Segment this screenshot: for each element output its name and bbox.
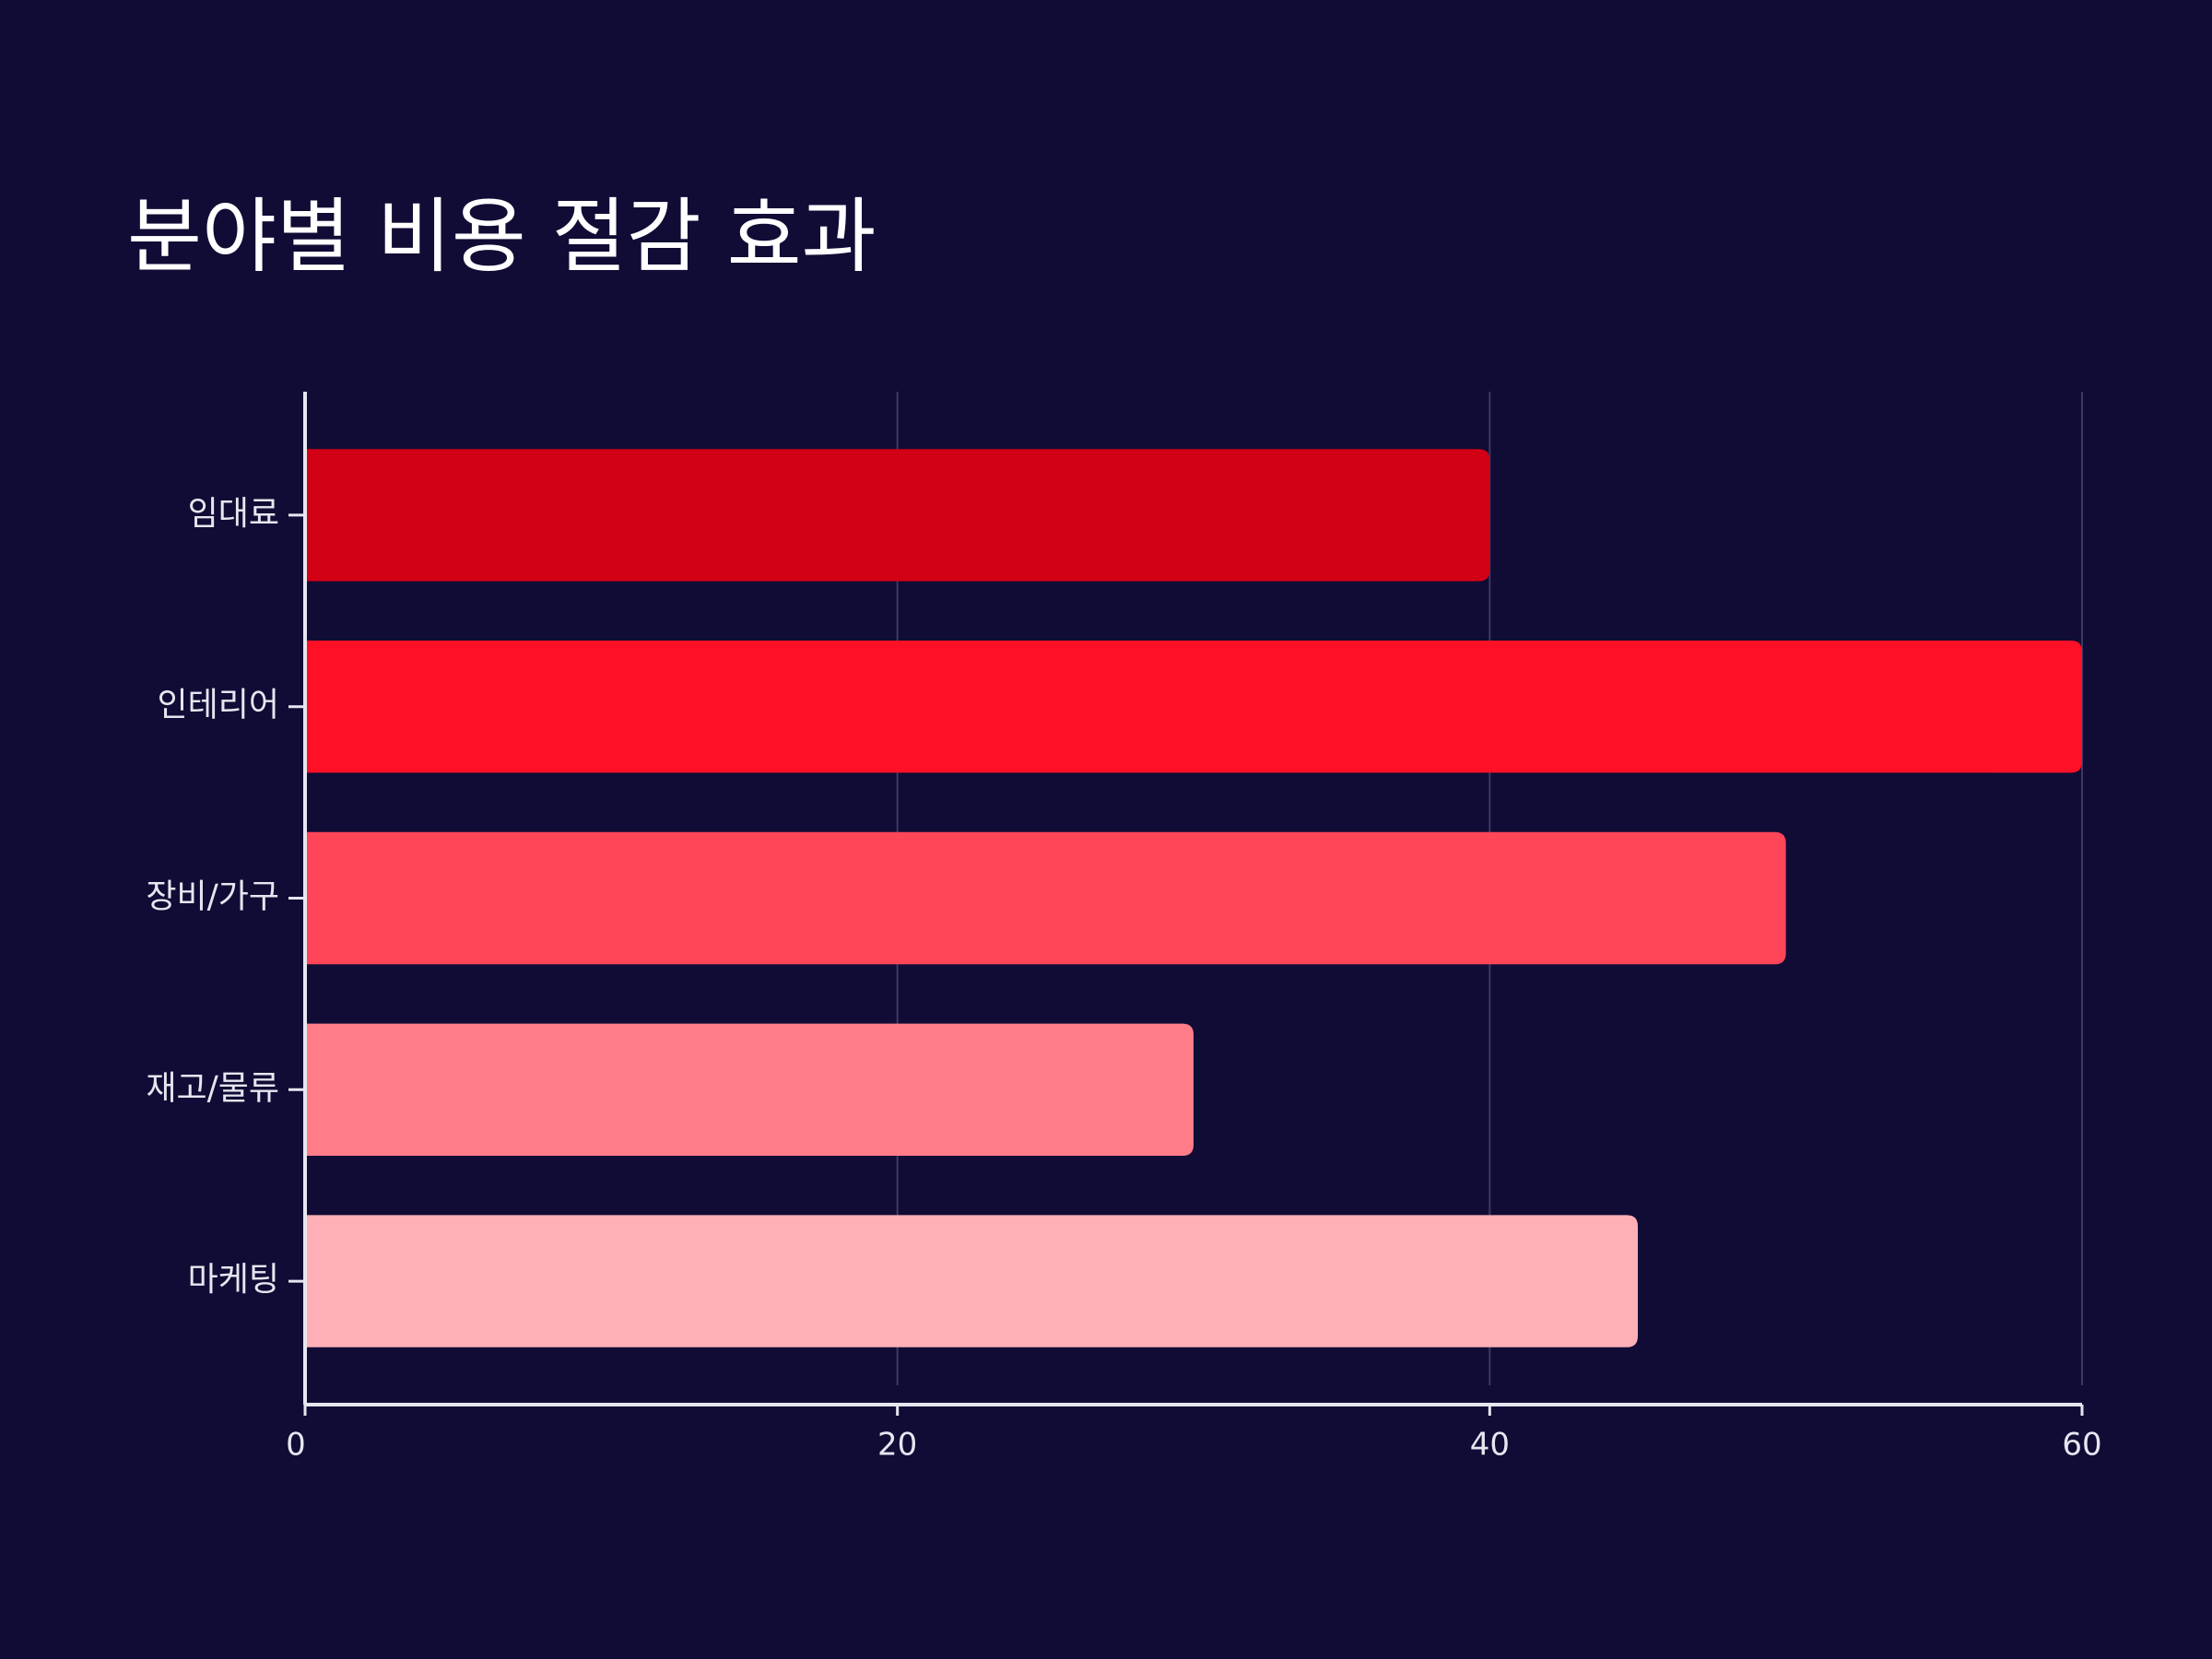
y-tick-label: 임대료 <box>188 495 279 533</box>
chart-title: 분야별 비용 절감 효과 <box>127 189 877 284</box>
y-tick-label: 마케팅 <box>188 1261 279 1299</box>
bar <box>305 641 2082 773</box>
bar <box>305 831 1786 965</box>
x-tick-label: 20 <box>877 1427 917 1464</box>
y-tick-label: 재고/물류 <box>146 1069 279 1107</box>
x-tick-label: 60 <box>2062 1427 2101 1464</box>
bar <box>305 449 1490 582</box>
bar <box>305 1215 1638 1347</box>
x-tick-label: 40 <box>1470 1427 1510 1464</box>
y-tick-label: 인테리어 <box>158 687 279 724</box>
x-tick-label: 0 <box>286 1427 306 1464</box>
bar <box>305 1023 1194 1156</box>
y-tick-label: 장비/가구 <box>146 878 279 916</box>
